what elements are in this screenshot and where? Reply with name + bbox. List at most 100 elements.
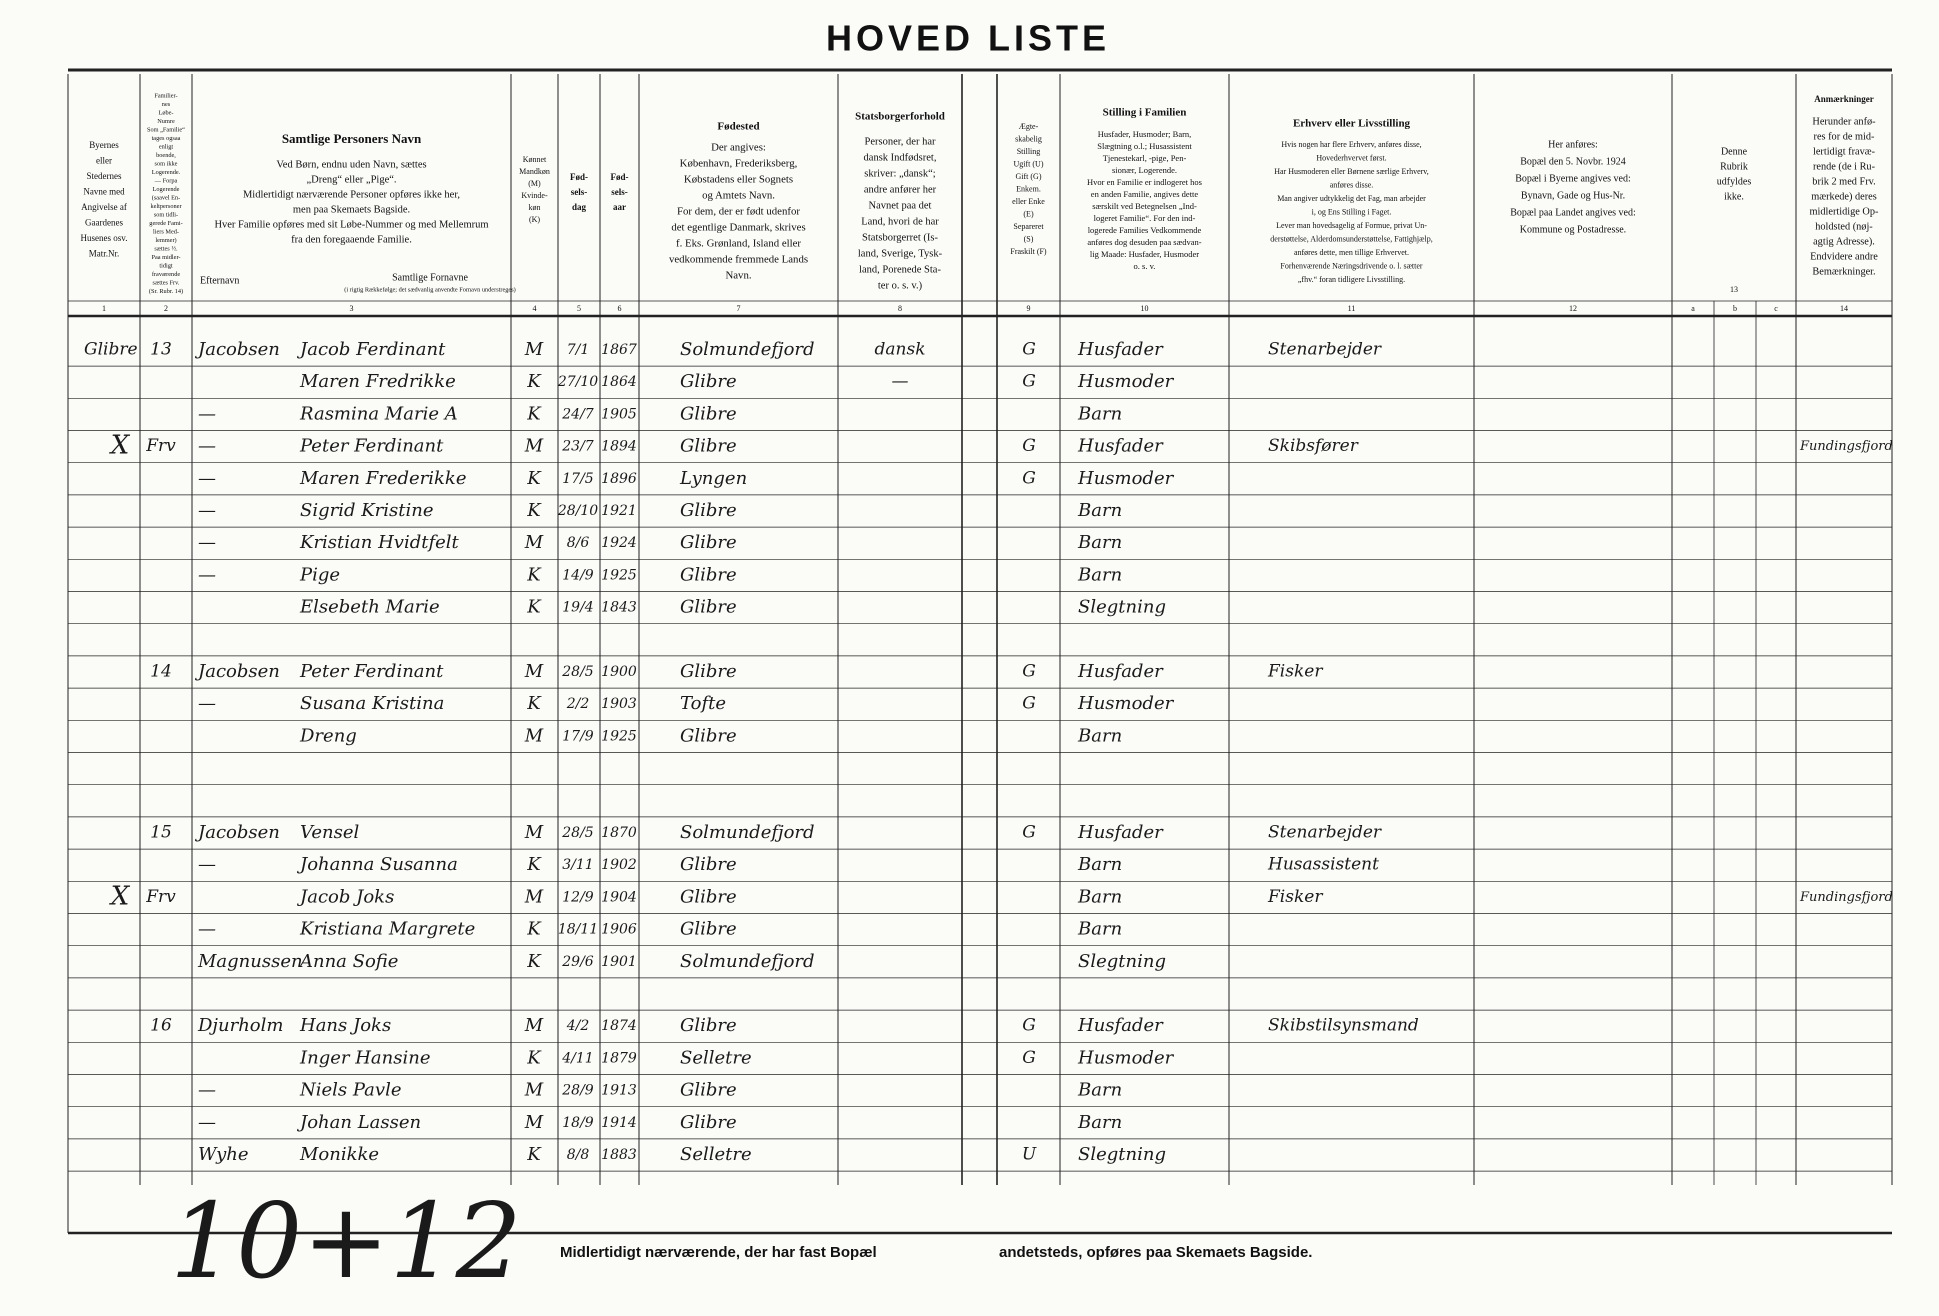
handwritten-year: 1894 — [601, 439, 637, 455]
handwritten-surname: — — [198, 468, 216, 489]
handwritten-given: Peter Ferdinant — [299, 436, 444, 457]
handwritten-marital: G — [1022, 662, 1036, 682]
column-header-text: Hvor en Familie er indlogeret hos — [1087, 177, 1202, 187]
handwritten-position: Barn — [1077, 564, 1122, 585]
handwritten-sex: K — [526, 403, 542, 424]
column-title: Erhverv eller Livsstilling — [1293, 118, 1411, 130]
column-header-text: Bemærkninger. — [1812, 266, 1875, 277]
handwritten-given: Jacob Joks — [296, 886, 394, 907]
column-number: 4 — [533, 304, 537, 313]
column-header-text: men paa Skemaets Bagside. — [293, 204, 410, 215]
handwritten-day: 4/2 — [566, 1018, 590, 1034]
column-number: 6 — [618, 304, 622, 313]
handwritten-year: 1874 — [601, 1018, 637, 1034]
handwritten-marital: U — [1022, 1145, 1037, 1165]
column-header-text: Løbe- — [158, 109, 173, 116]
handwritten-sex: K — [526, 371, 542, 392]
handwritten-family: 15 — [150, 823, 172, 843]
column-header-text: Her anføres: — [1548, 139, 1598, 150]
handwritten-surname: — — [198, 919, 216, 940]
handwritten-birthplace: Glibre — [680, 403, 737, 424]
column-header-text: Familier- — [154, 92, 177, 99]
column-header-text: skabelig — [1015, 134, 1042, 143]
handwritten-birthplace: Glibre — [680, 436, 737, 457]
column-header-text: derstøttelse, Alderdomsunderstøttelse, F… — [1270, 234, 1432, 243]
handwritten-year: 1883 — [601, 1147, 637, 1163]
column-header-text: køn — [529, 203, 541, 212]
handwritten-occupation: Fisker — [1267, 662, 1323, 682]
handwritten-marital: G — [1022, 694, 1036, 714]
handwritten-given: Dreng — [299, 725, 357, 746]
column-header-text: sels- — [571, 187, 588, 197]
handwritten-birthplace: Glibre — [680, 725, 737, 746]
handwritten-day: 14/9 — [562, 567, 594, 583]
column-header-text: Herunder anfø- — [1812, 116, 1876, 127]
column-header-text: ter o. s. v.) — [878, 280, 923, 291]
handwritten-year: 1921 — [601, 503, 637, 519]
column-header-text: tages ogsaa — [152, 135, 181, 142]
column-header-text: Midlertidigt nærværende Personer opføres… — [243, 189, 460, 200]
column-number: 8 — [898, 304, 902, 313]
handwritten-sex: M — [524, 532, 544, 553]
handwritten-surname: — — [198, 532, 216, 553]
column-header-text: Enkem. — [1016, 184, 1041, 193]
handwritten-position: Barn — [1077, 919, 1122, 940]
column-header-text: skriver: „dansk“; — [864, 168, 936, 179]
column-header-text: Hver Familie opføres med sit Løbe-Nummer… — [214, 219, 488, 230]
column-header-text: (i rigtig Rækkefølge; det sædvanlig anve… — [344, 286, 516, 293]
column-header-text: Land, hvori de har — [861, 216, 939, 227]
handwritten-given: Sigrid Kristine — [300, 500, 434, 521]
column-header-text: lertidigt fravæ- — [1813, 146, 1876, 157]
handwritten-sex: K — [526, 919, 542, 940]
sub-column-label: a — [1691, 304, 1695, 313]
handwritten-surname: Jacobsen — [194, 822, 280, 843]
column-header-text: midlertidige Op- — [1810, 206, 1879, 217]
handwritten-surname: Djurholm — [197, 1015, 283, 1036]
column-header-text: — Forpa — [154, 177, 178, 184]
handwritten-given: Maren Frederikke — [299, 468, 466, 489]
handwritten-day: 19/4 — [562, 600, 593, 616]
column-header-text: en anden Familie, angives dette — [1091, 189, 1199, 199]
column-title: Statsborgerforhold — [855, 111, 945, 123]
handwritten-sex: M — [524, 822, 544, 843]
handwritten-year: 1925 — [601, 567, 637, 583]
handwritten-surname: Magnussen — [197, 951, 303, 972]
column-header-text: Kønnet — [523, 155, 547, 164]
column-header-text: Købstadens eller Sognets — [684, 173, 793, 185]
column-header-text: agtig Adresse). — [1813, 236, 1875, 247]
handwritten-birthplace: Selletre — [680, 1047, 752, 1068]
column-header-text: Bopæl den 5. Novbr. 1924 — [1520, 156, 1626, 167]
column-number: 3 — [350, 304, 354, 313]
column-header-text: Rubrik — [1720, 161, 1748, 172]
handwritten-day: 17/5 — [562, 471, 594, 487]
handwritten-note: 10+12 — [170, 1180, 522, 1302]
handwritten-position: Husfader — [1077, 436, 1164, 457]
handwritten-sex: K — [526, 1144, 542, 1165]
handwritten-sex: K — [526, 693, 542, 714]
handwritten-marital: G — [1022, 1016, 1036, 1036]
column-header-text: Navnet paa det — [869, 200, 932, 211]
handwritten-position: Husfader — [1077, 1015, 1164, 1036]
column-header-text: Hvis nogen har flere Erhverv, anføres di… — [1281, 140, 1421, 149]
column-header-text: f. Eks. Grønland, Island eller — [676, 237, 801, 249]
column-header-text: enligt — [159, 143, 174, 150]
column-header-text: (S) — [1024, 234, 1034, 243]
handwritten-surname: Wyhe — [198, 1144, 249, 1165]
handwritten-given: Peter Ferdinant — [299, 661, 444, 682]
column-header-text: fra den foregaaende Familie. — [291, 234, 412, 245]
column-header-text: København, Frederiksberg, — [680, 157, 798, 169]
handwritten-position: Barn — [1077, 1112, 1122, 1133]
handwritten-family: 13 — [150, 340, 172, 360]
handwritten-given: Pige — [299, 564, 340, 585]
column-header-text: gerede Fami- — [149, 220, 182, 227]
handwritten-sex: M — [524, 886, 544, 907]
handwritten-birthplace: Glibre — [680, 661, 737, 682]
handwritten-citizenship: — — [892, 372, 909, 392]
column-header-text: Man angiver udtykkelig det Fag, man arbe… — [1277, 194, 1426, 203]
column-header-text: Mandkøn — [519, 167, 550, 176]
handwritten-day: 2/2 — [566, 696, 590, 712]
handwritten-position: Barn — [1077, 500, 1122, 521]
handwritten-year: 1843 — [601, 600, 637, 616]
